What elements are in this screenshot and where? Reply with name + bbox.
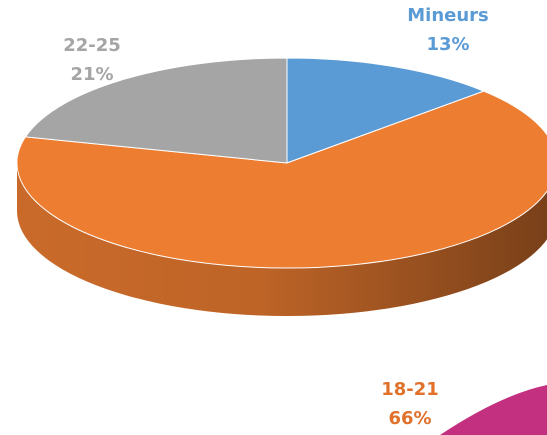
slice — [24, 57, 288, 164]
data-label-category: 22-25 — [63, 35, 121, 56]
slice — [16, 90, 547, 269]
slice — [286, 57, 486, 164]
data-label-value: 21% — [70, 64, 113, 85]
data-label-category: 18-21 — [381, 379, 439, 400]
decoration — [440, 385, 547, 435]
pie — [16, 57, 547, 316]
data-label-value: 13% — [426, 34, 469, 55]
data-label-category: Mineurs — [407, 5, 489, 26]
slice-side-shade — [17, 163, 547, 316]
data-label-value: 66% — [388, 408, 431, 429]
